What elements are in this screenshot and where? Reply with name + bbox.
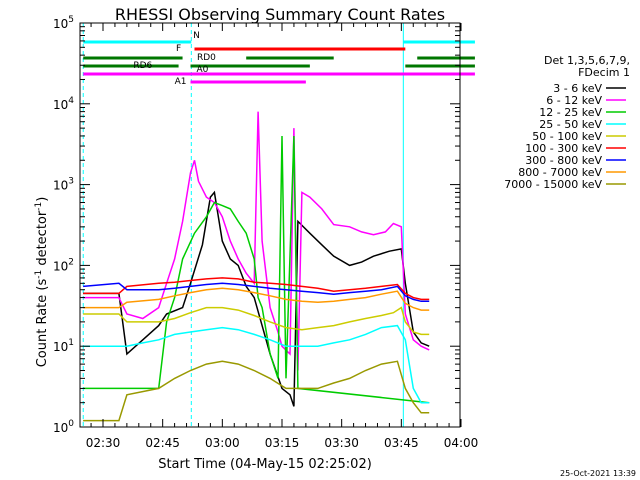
legend-label-3-6-kev: 3 - 6 keV bbox=[553, 82, 602, 95]
chart-title: RHESSI Observing Summary Count Rates bbox=[115, 5, 445, 24]
flag-label-a1: A1 bbox=[175, 77, 187, 87]
series-50-100-kev bbox=[83, 306, 430, 336]
series-6-12-kev bbox=[83, 111, 430, 371]
series-800-7000-kev bbox=[83, 287, 430, 311]
series-12-25-kev bbox=[83, 135, 430, 404]
footer-timestamp: 25-Oct-2021 13:39 bbox=[560, 469, 636, 478]
legend-label-100-300-kev: 100 - 300 keV bbox=[525, 142, 602, 155]
y-tick-label: 102 bbox=[53, 257, 74, 273]
y-tick-label: 100 bbox=[53, 419, 74, 435]
series-300-800-kev bbox=[83, 282, 430, 303]
x-tick-label: 02:30 bbox=[86, 436, 121, 450]
legend-label-50-100-kev: 50 - 100 keV bbox=[532, 130, 602, 143]
legend-label-800-7000-kev: 800 - 7000 keV bbox=[518, 166, 602, 179]
flag-label-n: N bbox=[193, 31, 200, 41]
y-tick-label: 101 bbox=[53, 338, 74, 354]
flag-label-a0: A0 bbox=[196, 65, 208, 75]
x-tick-label: 03:15 bbox=[265, 436, 300, 450]
y-axis-label-sup2: -1 bbox=[34, 202, 44, 211]
flag-label-rd0: RD0 bbox=[197, 53, 216, 63]
y-axis-label-main: Count Rate (s bbox=[35, 279, 50, 368]
series-3-6-kev bbox=[83, 190, 430, 407]
legend-label-25-50-kev: 25 - 50 keV bbox=[539, 118, 602, 131]
x-tick-label: 03:00 bbox=[205, 436, 240, 450]
x-tick-label: 03:30 bbox=[324, 436, 359, 450]
flag-label-f: F bbox=[176, 44, 181, 54]
x-tick-label: 03:45 bbox=[384, 436, 419, 450]
legend-label-6-12-kev: 6 - 12 keV bbox=[546, 94, 602, 107]
legend-label-7000-15000-kev: 7000 - 15000 keV bbox=[504, 178, 602, 191]
x-tick-label: 02:45 bbox=[145, 436, 180, 450]
y-axis-label: Count Rate (s-1 detector-1) bbox=[34, 197, 50, 368]
y-axis-label-sup1: -1 bbox=[34, 270, 44, 279]
legend-title-line: Det 1,3,5,6,7,9, bbox=[544, 54, 630, 67]
legend-label-12-25-kev: 12 - 25 keV bbox=[539, 106, 602, 119]
plot-area bbox=[82, 23, 430, 427]
axes: 100 101 102 103 104 105 02:30 02:45 03:00 03:15 03… bbox=[53, 15, 478, 450]
y-tick-label: 104 bbox=[53, 96, 74, 112]
plot-clip-group bbox=[82, 23, 430, 427]
y-axis-label-end: ) bbox=[35, 197, 50, 202]
legend-label-300-800-kev: 300 - 800 keV bbox=[525, 154, 602, 167]
x-axis-label: Start Time (04-May-15 02:25:02) bbox=[158, 457, 372, 472]
flag-bars: N F RD0 RD6 A0 A1 bbox=[83, 31, 475, 87]
y-tick-label: 103 bbox=[53, 177, 74, 193]
series-100-300-kev bbox=[83, 277, 430, 301]
x-tick-label: 04:00 bbox=[444, 436, 479, 450]
legend-title-line: FDecim 1 bbox=[578, 66, 630, 79]
flag-label-rd6: RD6 bbox=[133, 61, 152, 71]
y-axis-label-mid: detector bbox=[35, 210, 50, 270]
series-25-50-kev bbox=[83, 324, 430, 404]
series-7000-15000-kev bbox=[83, 360, 430, 422]
y-tick-label: 105 bbox=[53, 15, 74, 31]
